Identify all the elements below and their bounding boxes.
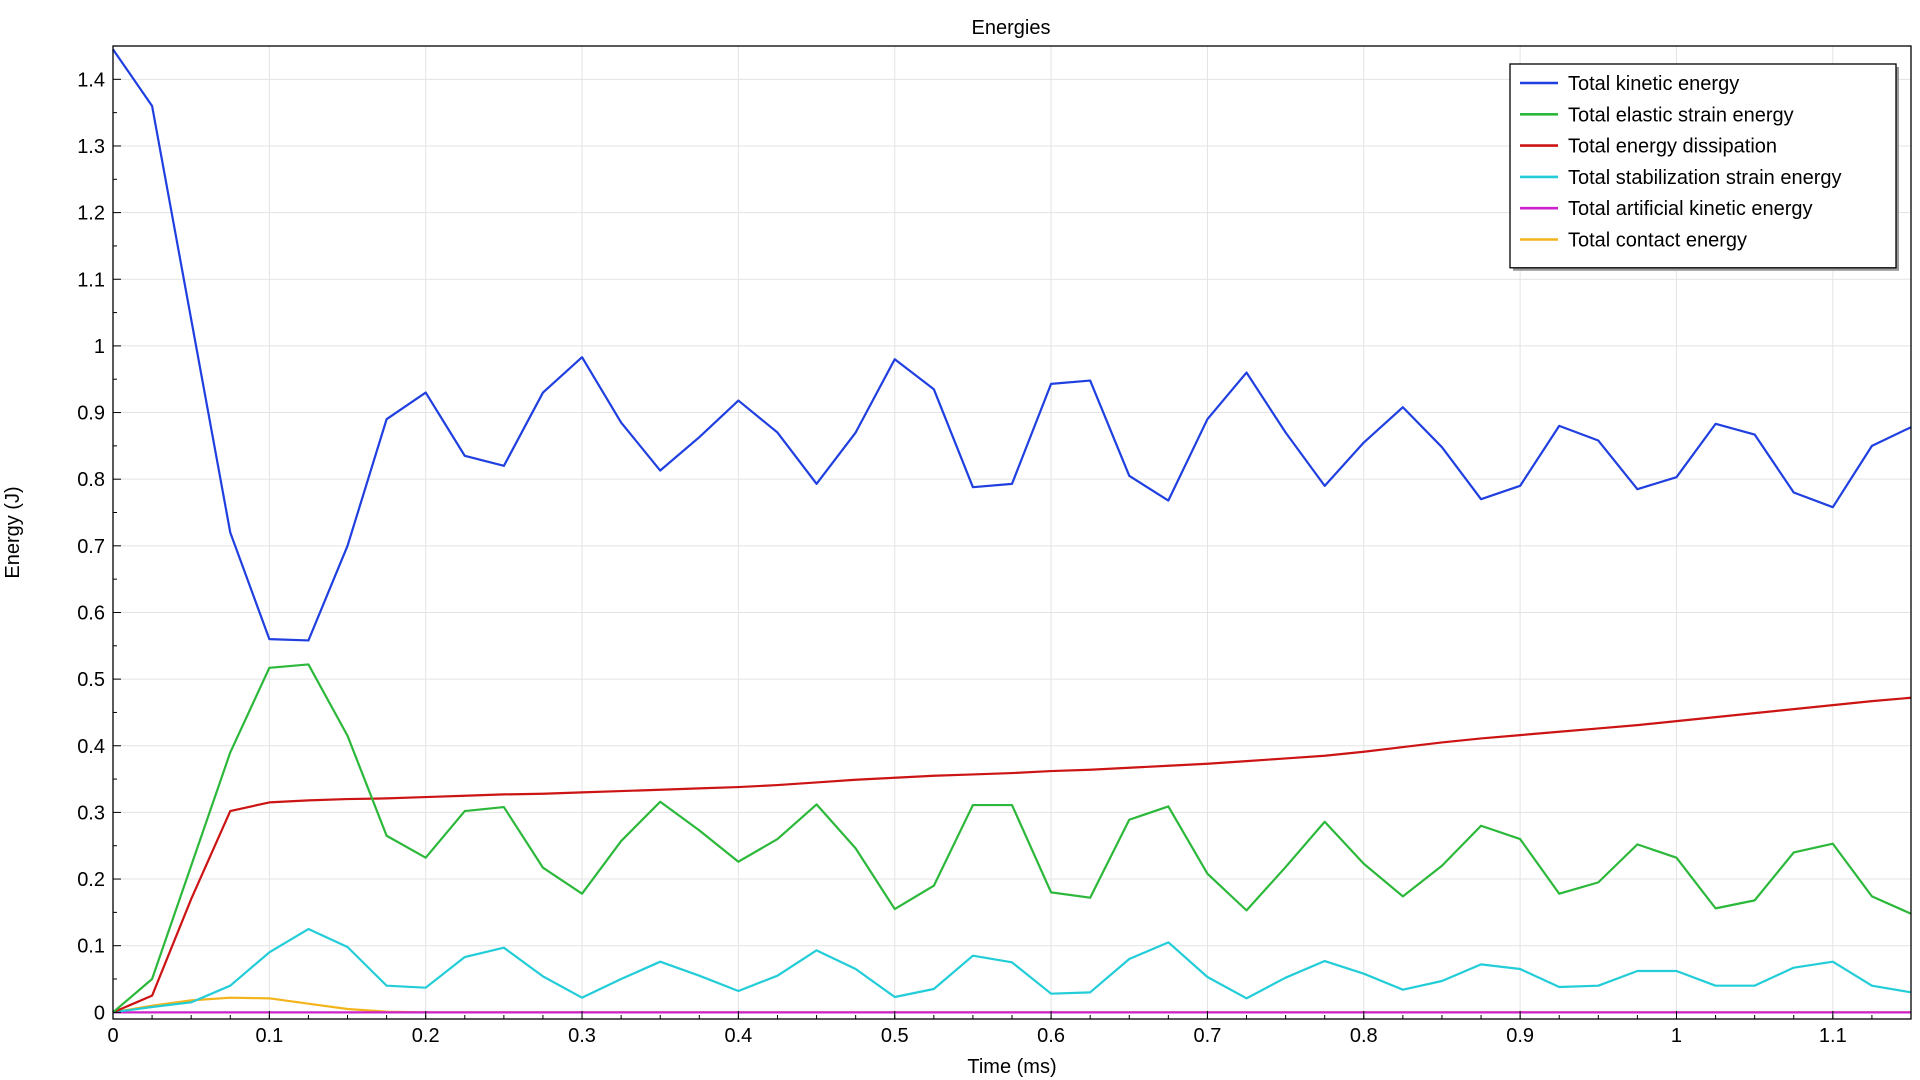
legend: Total kinetic energy Total elastic strain… [1509,63,1899,271]
legend-label: Total stabilization strain energy [1568,167,1841,189]
y-tick-label: 0.7 [77,536,105,558]
y-tick-label: 0.4 [77,736,105,758]
y-tick-label: 1.3 [77,136,105,158]
legend-label: Total kinetic energy [1568,73,1739,95]
x-tick-label: 0.8 [1350,1025,1378,1047]
series-layer [112,48,1912,1014]
x-tick-label: 0.3 [568,1025,596,1047]
legend-label: Total artificial kinetic energy [1568,198,1813,220]
x-tick-label: 0 [107,1025,118,1047]
legend-box [1509,63,1897,269]
series-line-total-elastic-strain-energy [112,663,1912,1014]
x-tick-label: 0.4 [724,1025,752,1047]
y-tick-label: 0.1 [77,936,105,958]
x-axis-title: Time (ms) [967,1056,1056,1078]
x-tick-label: 0.5 [881,1025,909,1047]
chart-title: Energies [972,17,1051,39]
y-tick-label: 1.4 [77,69,105,91]
y-tick-label: 0.6 [77,602,105,624]
y-tick-label: 0 [94,1002,105,1024]
axis-ticks: 0 0.1 0.2 0.3 0.4 0.5 0.6 0.7 0.8 0.9 1 1.1 0 0.1 0.2 0… [77,69,1873,1047]
y-tick-label: 1.1 [77,269,105,291]
series-line-total-energy-dissipation [112,696,1912,1014]
x-tick-label: 0.9 [1506,1025,1534,1047]
y-tick-label: 1.2 [77,203,105,225]
y-tick-label: 0.8 [77,469,105,491]
x-tick-label: 0.7 [1194,1025,1222,1047]
x-tick-label: 0.2 [412,1025,440,1047]
y-tick-label: 0.2 [77,869,105,891]
series-line-total-stabilization-strain-energy [112,927,1912,1014]
y-tick-label: 1 [94,336,105,358]
y-axis-title: Energy (J) [2,486,24,578]
y-tick-label: 0.3 [77,802,105,824]
legend-label: Total elastic strain energy [1568,104,1794,126]
y-tick-label: 0.5 [77,669,105,691]
series-line-total-contact-energy [112,996,1911,1014]
legend-label: Total contact energy [1568,230,1747,252]
y-tick-label: 0.9 [77,403,105,425]
series-line-total-kinetic-energy [112,48,1912,642]
x-tick-label: 1 [1671,1025,1682,1047]
legend-label: Total energy dissipation [1568,136,1777,158]
x-tick-label: 1.1 [1819,1025,1847,1047]
x-tick-label: 0.1 [255,1025,283,1047]
x-tick-label: 0.6 [1037,1025,1065,1047]
